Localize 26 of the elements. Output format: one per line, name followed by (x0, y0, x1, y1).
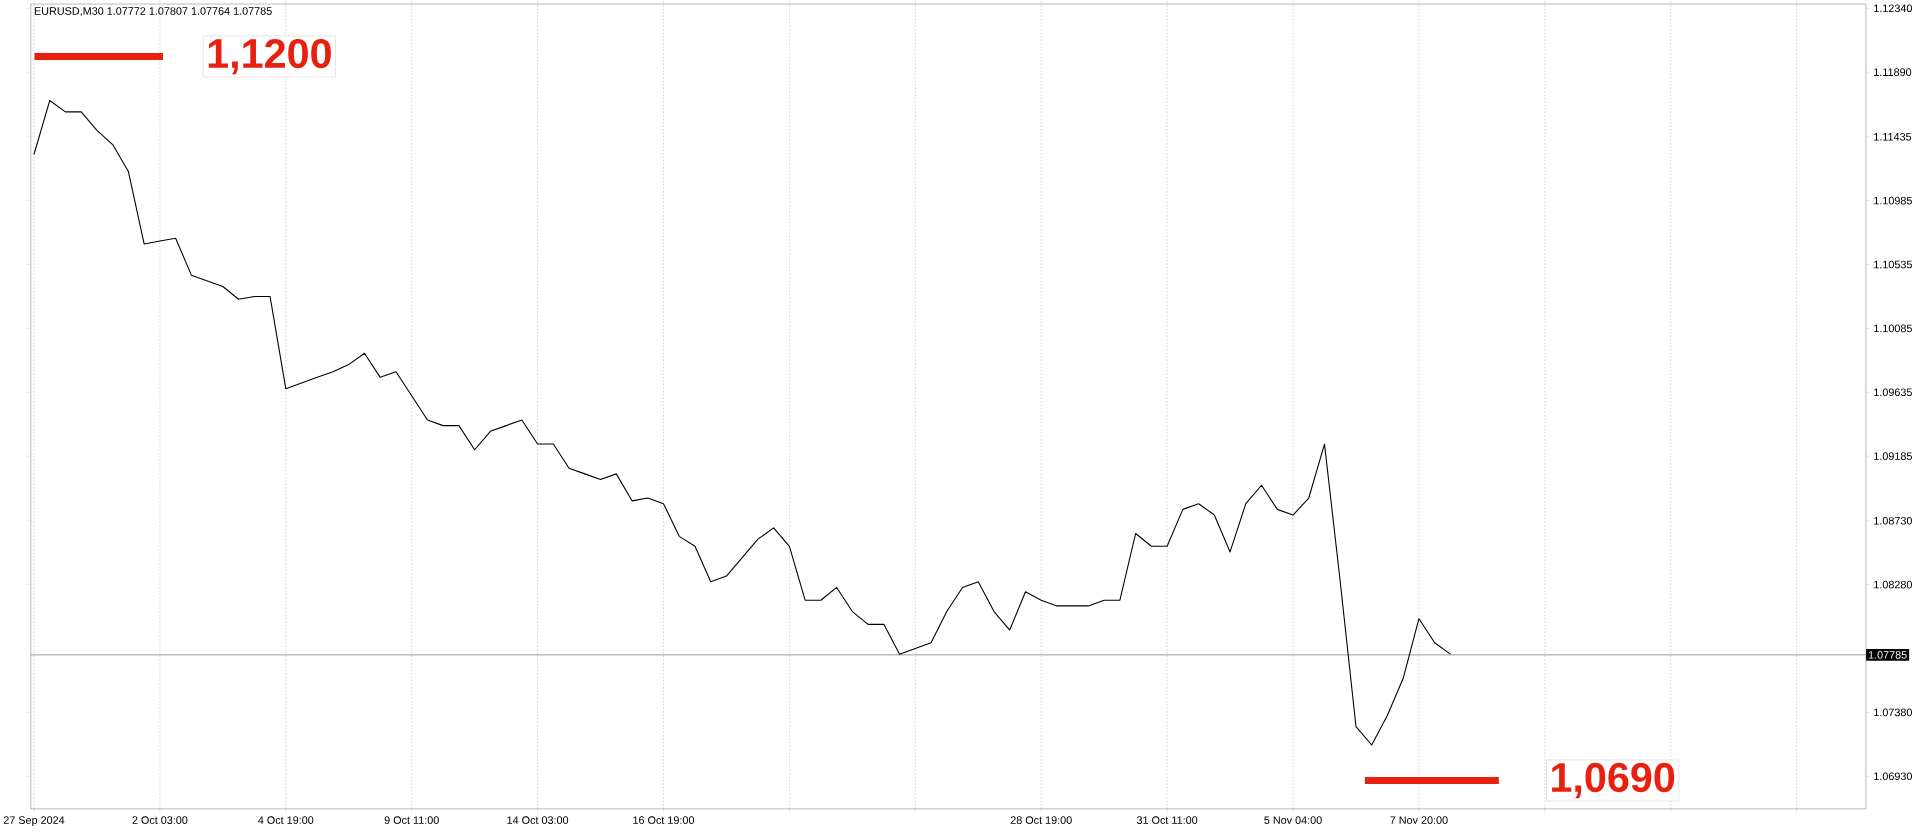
y-tick-label: 1.08280 (1874, 580, 1912, 589)
y-tick-label: 1.12340 (1874, 4, 1912, 12)
x-tick-label: 27 Sep 2024 (3, 816, 65, 826)
y-tick-label: 1.07380 (1874, 708, 1912, 716)
y-tick-label: 1.11890 (1874, 68, 1912, 76)
x-tick-label: 7 Nov 20:00 (1390, 816, 1448, 824)
y-tick-label: 1.10985 (1874, 196, 1912, 205)
x-tick-label: 28 Oct 19:00 (1010, 816, 1072, 824)
y-tick-label: 1.06930 (1874, 772, 1912, 780)
y-tick-label: 1.10085 (1874, 324, 1912, 332)
y-tick-label: 1.11435 (1874, 132, 1912, 141)
x-tick-label: 14 Oct 03:00 (507, 816, 569, 824)
x-tick-label: 5 Nov 04:00 (1264, 816, 1322, 824)
chart-title: EURUSD,M30 1.07772 1.07807 1.07764 1.07785 (34, 6, 272, 16)
x-tick-label: 9 Oct 11:00 (384, 816, 439, 824)
y-tick-label: 1.08730 (1874, 516, 1912, 525)
ref-line-label: 1.07785 (1868, 650, 1907, 659)
y-tick-label: 1.10535 (1874, 260, 1912, 269)
x-tick-label: 2 Oct 03:00 (132, 816, 188, 824)
y-tick-label: 1.09185 (1874, 452, 1912, 460)
ref-line-label: 1,0690 (1552, 762, 1675, 798)
ref-line-label: 1,1200 (208, 38, 331, 74)
x-tick-label: 16 Oct 19:00 (633, 816, 695, 824)
x-tick-label: 4 Oct 19:00 (258, 816, 314, 824)
x-tick-label: 31 Oct 11:00 (1136, 816, 1198, 824)
y-tick-label: 1.09635 (1874, 388, 1912, 396)
